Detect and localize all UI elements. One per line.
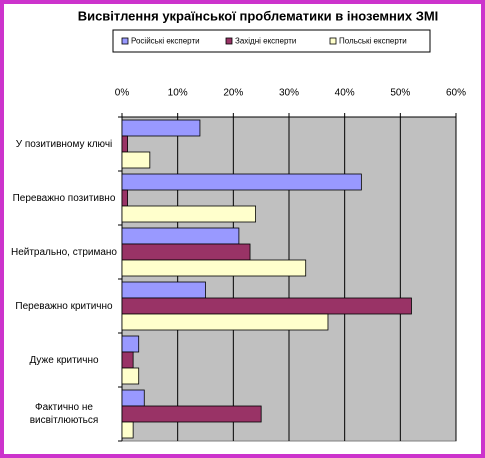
chart-title: Висвітлення української проблематики в і… xyxy=(78,8,439,23)
legend-label: Російські експерти xyxy=(131,37,200,46)
x-tick-label: 30% xyxy=(279,88,299,99)
bar xyxy=(121,421,134,439)
bar xyxy=(121,367,140,385)
x-tick-label: 40% xyxy=(335,88,355,99)
bar xyxy=(121,173,362,191)
y-tick-label: Переважно позитивно xyxy=(12,192,116,204)
bar xyxy=(121,227,240,245)
bar xyxy=(121,259,307,277)
bar xyxy=(121,189,128,207)
bar xyxy=(121,389,145,407)
legend-swatch xyxy=(329,37,337,45)
bar xyxy=(121,335,140,353)
bar xyxy=(121,281,206,299)
legend-swatch xyxy=(225,37,233,45)
y-tick-label: Фактично не висвітлюються xyxy=(29,402,99,426)
bar xyxy=(121,351,134,369)
bar xyxy=(121,151,151,169)
bar xyxy=(121,205,257,223)
y-tick-label: Переважно критично xyxy=(15,300,113,312)
y-tick-label: У позитивному ключі xyxy=(15,138,113,150)
y-tick-label: Нейтрально, стримано xyxy=(10,246,117,258)
legend-label: Польські експерти xyxy=(339,37,407,46)
x-tick-label: 60% xyxy=(446,88,466,99)
bar xyxy=(121,313,329,331)
legend-label: Західні експерти xyxy=(235,37,296,46)
bar xyxy=(121,243,251,261)
bar xyxy=(121,405,262,423)
legend xyxy=(112,29,431,53)
x-tick-label: 50% xyxy=(390,88,410,99)
x-tick-label: 20% xyxy=(223,88,243,99)
bar xyxy=(121,135,128,153)
x-tick-label: 0% xyxy=(115,88,130,99)
x-tick-label: 10% xyxy=(168,88,188,99)
bar xyxy=(121,119,201,137)
legend-swatch xyxy=(121,37,129,45)
y-tick-label: Дуже критично xyxy=(29,354,99,366)
bar xyxy=(121,297,412,315)
